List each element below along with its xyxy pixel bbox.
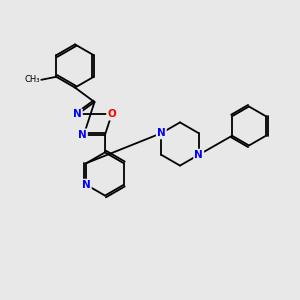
Text: O: O (107, 110, 116, 119)
Text: N: N (82, 180, 91, 190)
Text: CH₃: CH₃ (24, 75, 40, 84)
Text: N: N (157, 128, 166, 138)
Text: N: N (194, 150, 203, 160)
Text: N: N (73, 110, 82, 119)
Text: N: N (78, 130, 87, 140)
